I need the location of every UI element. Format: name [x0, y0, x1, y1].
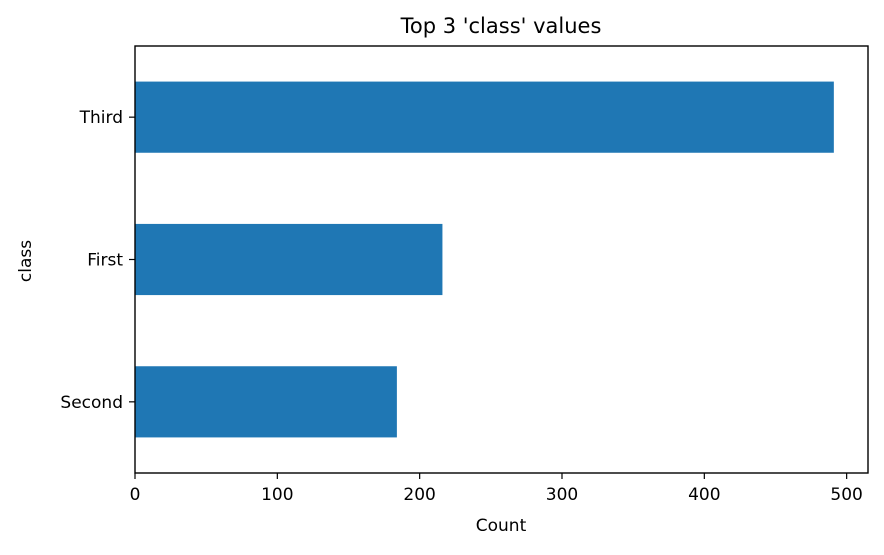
x-tick-label: 400	[688, 485, 720, 505]
bar-third	[135, 81, 834, 153]
x-tick-label: 100	[261, 485, 293, 505]
x-axis-label: Count	[476, 516, 527, 536]
x-tick-label: 0	[130, 485, 141, 505]
x-tick-label: 300	[546, 485, 578, 505]
bar-first	[135, 223, 443, 296]
y-axis-label: class	[16, 240, 36, 282]
bars-group	[135, 81, 834, 438]
y-axis-ticks: Third First Second	[60, 108, 135, 413]
plot-frame	[134, 45, 869, 474]
x-tick-label: 500	[830, 485, 862, 505]
y-tick-label: Third	[79, 108, 123, 128]
x-axis-ticks: 0 100 200 300 400 500	[130, 473, 863, 505]
chart-title: Top 3 'class' values	[400, 14, 602, 38]
y-tick-label: First	[87, 251, 123, 271]
x-tick-label: 200	[403, 485, 435, 505]
bar-second	[135, 366, 397, 438]
y-tick-label: Second	[60, 393, 123, 413]
